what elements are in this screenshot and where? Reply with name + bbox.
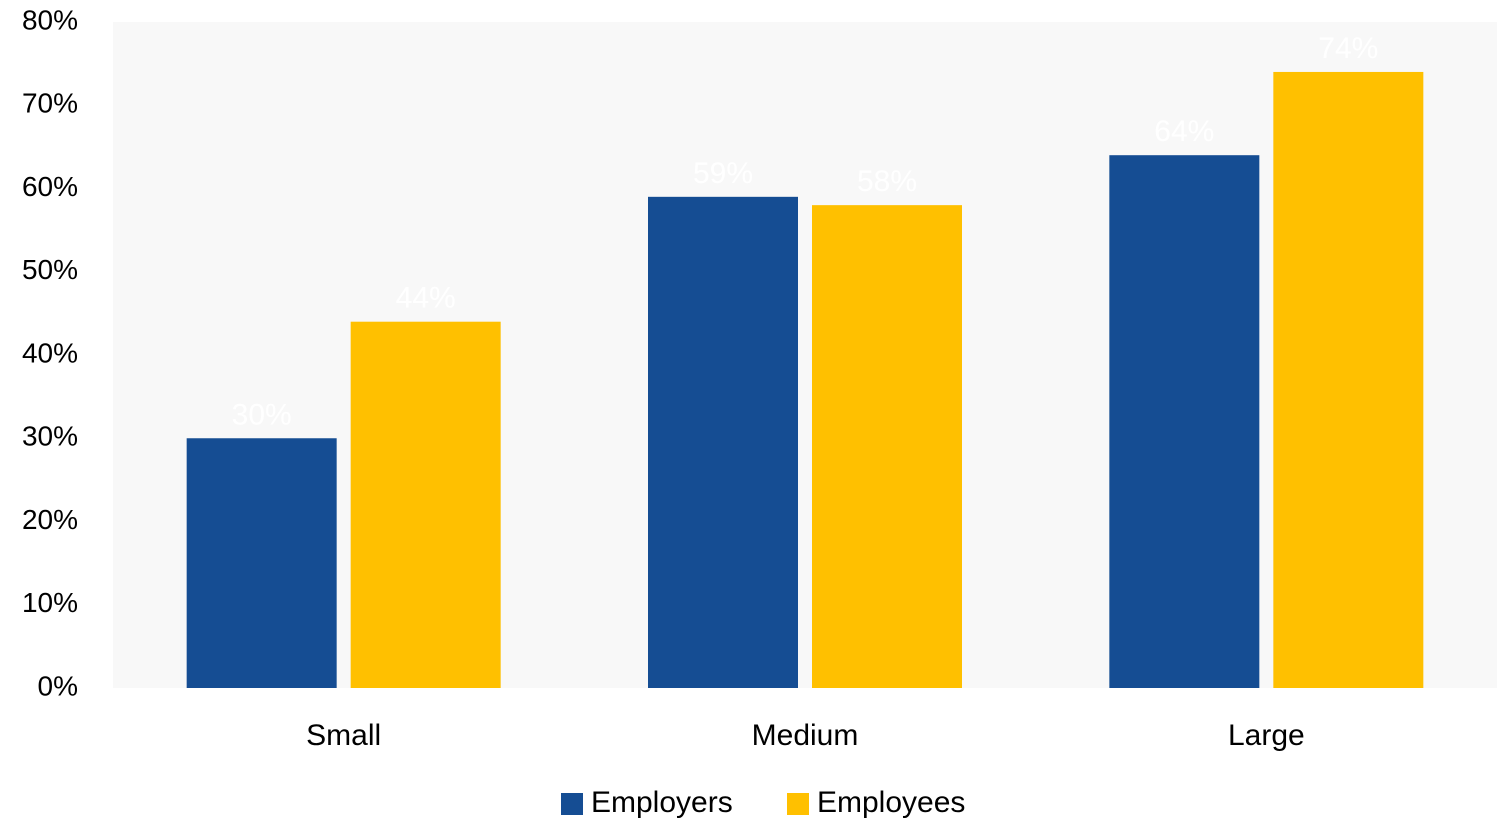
x-category-label: Large — [1228, 719, 1305, 752]
data-labels: 30% 44% 59% 58% 64% 74% — [232, 32, 1379, 431]
data-label: 58% — [857, 165, 917, 198]
data-label: 44% — [396, 282, 456, 315]
data-label: 30% — [232, 398, 292, 431]
y-tick-label: 60% — [22, 171, 78, 202]
legend-label-employees: Employees — [817, 786, 965, 819]
data-label: 64% — [1154, 115, 1214, 148]
y-tick-label: 0% — [38, 670, 78, 701]
y-tick-label: 50% — [22, 254, 78, 285]
bar-employers-small — [186, 438, 337, 688]
y-tick-label: 30% — [22, 421, 78, 452]
data-label: 59% — [693, 157, 753, 190]
y-tick-label: 20% — [22, 504, 78, 535]
x-axis-labels: Small Medium Large — [306, 719, 1305, 752]
y-tick-label: 10% — [22, 587, 78, 618]
y-tick-label: 70% — [22, 88, 78, 119]
y-tick-label: 40% — [22, 337, 78, 368]
bar-employees-medium — [812, 205, 962, 688]
y-tick-label: 80% — [22, 4, 78, 35]
bar-employers-medium — [648, 196, 798, 688]
bars — [186, 71, 1424, 688]
x-category-label: Small — [306, 719, 381, 752]
data-label: 74% — [1318, 32, 1378, 65]
legend-swatch-employees — [787, 793, 809, 815]
bar-employers-large — [1109, 155, 1260, 688]
legend-label-employers: Employers — [591, 786, 733, 819]
plot-background — [113, 22, 1497, 688]
x-category-label: Medium — [752, 719, 859, 752]
legend: Employers Employees — [561, 786, 965, 819]
bar-employees-small — [350, 321, 501, 688]
y-axis-ticks: 0% 10% 20% 30% 40% 50% 60% 70% 80% — [22, 4, 78, 701]
bar-employees-large — [1273, 71, 1424, 688]
legend-swatch-employers — [561, 793, 583, 815]
